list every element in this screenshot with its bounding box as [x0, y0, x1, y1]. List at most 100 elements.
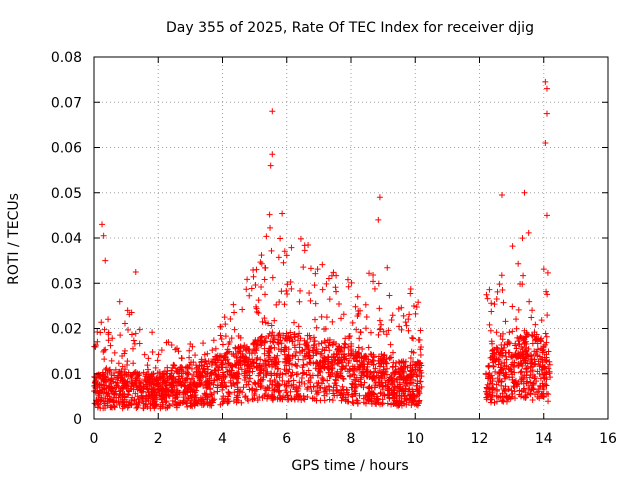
data-point	[261, 357, 268, 364]
data-point-outlier	[521, 189, 528, 196]
data-point	[339, 365, 346, 372]
data-point	[293, 348, 300, 355]
data-point	[340, 391, 347, 398]
data-point	[394, 376, 401, 383]
data-point	[348, 279, 355, 286]
data-point	[367, 329, 374, 336]
y-tick-label: 0.01	[51, 367, 82, 383]
data-point	[281, 248, 288, 255]
data-point	[509, 374, 516, 381]
data-point	[121, 347, 128, 354]
data-point	[275, 254, 282, 261]
data-point	[266, 385, 273, 392]
data-point	[396, 381, 403, 388]
data-point	[261, 392, 268, 399]
data-point	[494, 375, 501, 382]
data-point	[408, 372, 415, 379]
data-point	[501, 372, 508, 379]
data-point	[544, 312, 551, 319]
data-point	[203, 360, 210, 367]
x-tick-label: 16	[599, 431, 617, 447]
data-point	[391, 400, 398, 407]
data-point	[150, 394, 157, 401]
data-point	[211, 377, 218, 384]
data-point	[158, 347, 165, 354]
data-point	[132, 390, 139, 397]
data-point	[534, 393, 541, 400]
data-point	[104, 369, 111, 376]
data-point	[177, 378, 184, 385]
data-point	[283, 389, 290, 396]
data-point	[380, 328, 387, 335]
data-point	[400, 359, 407, 366]
data-point	[245, 369, 252, 376]
data-point	[217, 382, 224, 389]
data-point	[210, 381, 217, 388]
data-point	[531, 356, 538, 363]
data-point	[488, 338, 495, 345]
data-point	[255, 309, 262, 316]
data-point	[190, 371, 197, 378]
data-point	[498, 360, 505, 367]
data-point	[379, 400, 386, 407]
data-point	[177, 381, 184, 388]
data-point	[486, 286, 493, 293]
data-point	[336, 343, 343, 350]
data-point	[200, 374, 207, 381]
data-point	[257, 342, 264, 349]
y-tick-label: 0.02	[51, 322, 82, 338]
data-point	[145, 366, 152, 373]
data-point	[483, 291, 490, 298]
data-point	[176, 366, 183, 373]
data-point	[288, 361, 295, 368]
data-point	[371, 398, 378, 405]
data-point	[172, 377, 179, 384]
data-point	[390, 384, 397, 391]
data-point	[253, 364, 260, 371]
data-point	[101, 400, 108, 407]
data-point	[268, 322, 275, 329]
data-point	[333, 272, 340, 279]
data-point	[257, 383, 264, 390]
data-point	[489, 384, 496, 391]
data-point	[125, 402, 132, 409]
data-point	[205, 366, 212, 373]
data-point	[493, 295, 500, 302]
data-point-outlier	[543, 110, 550, 117]
data-point	[355, 349, 362, 356]
data-point-outlier	[99, 221, 106, 228]
data-point	[159, 403, 166, 410]
data-point	[489, 348, 496, 355]
data-point	[352, 390, 359, 397]
data-point	[380, 354, 387, 361]
data-points	[91, 78, 554, 412]
data-point	[340, 394, 347, 401]
data-point	[500, 299, 507, 306]
data-point	[245, 378, 252, 385]
data-point	[281, 301, 288, 308]
data-point	[283, 252, 290, 259]
data-point	[494, 387, 501, 394]
data-point	[318, 340, 325, 347]
data-point	[297, 287, 304, 294]
data-point	[132, 375, 139, 382]
data-point	[144, 386, 151, 393]
data-point	[310, 334, 317, 341]
data-point	[372, 365, 379, 372]
data-point	[180, 368, 187, 375]
data-point	[204, 350, 211, 357]
data-point	[391, 369, 398, 376]
data-point	[262, 385, 269, 392]
data-point	[168, 376, 175, 383]
data-point	[119, 363, 126, 370]
data-point	[540, 266, 547, 273]
data-point	[245, 346, 252, 353]
data-point	[220, 375, 227, 382]
data-point	[283, 382, 290, 389]
data-point-outlier	[102, 257, 109, 264]
data-point	[102, 366, 109, 373]
data-point	[514, 353, 521, 360]
data-point	[231, 381, 238, 388]
data-point	[193, 394, 200, 401]
data-point	[320, 376, 327, 383]
